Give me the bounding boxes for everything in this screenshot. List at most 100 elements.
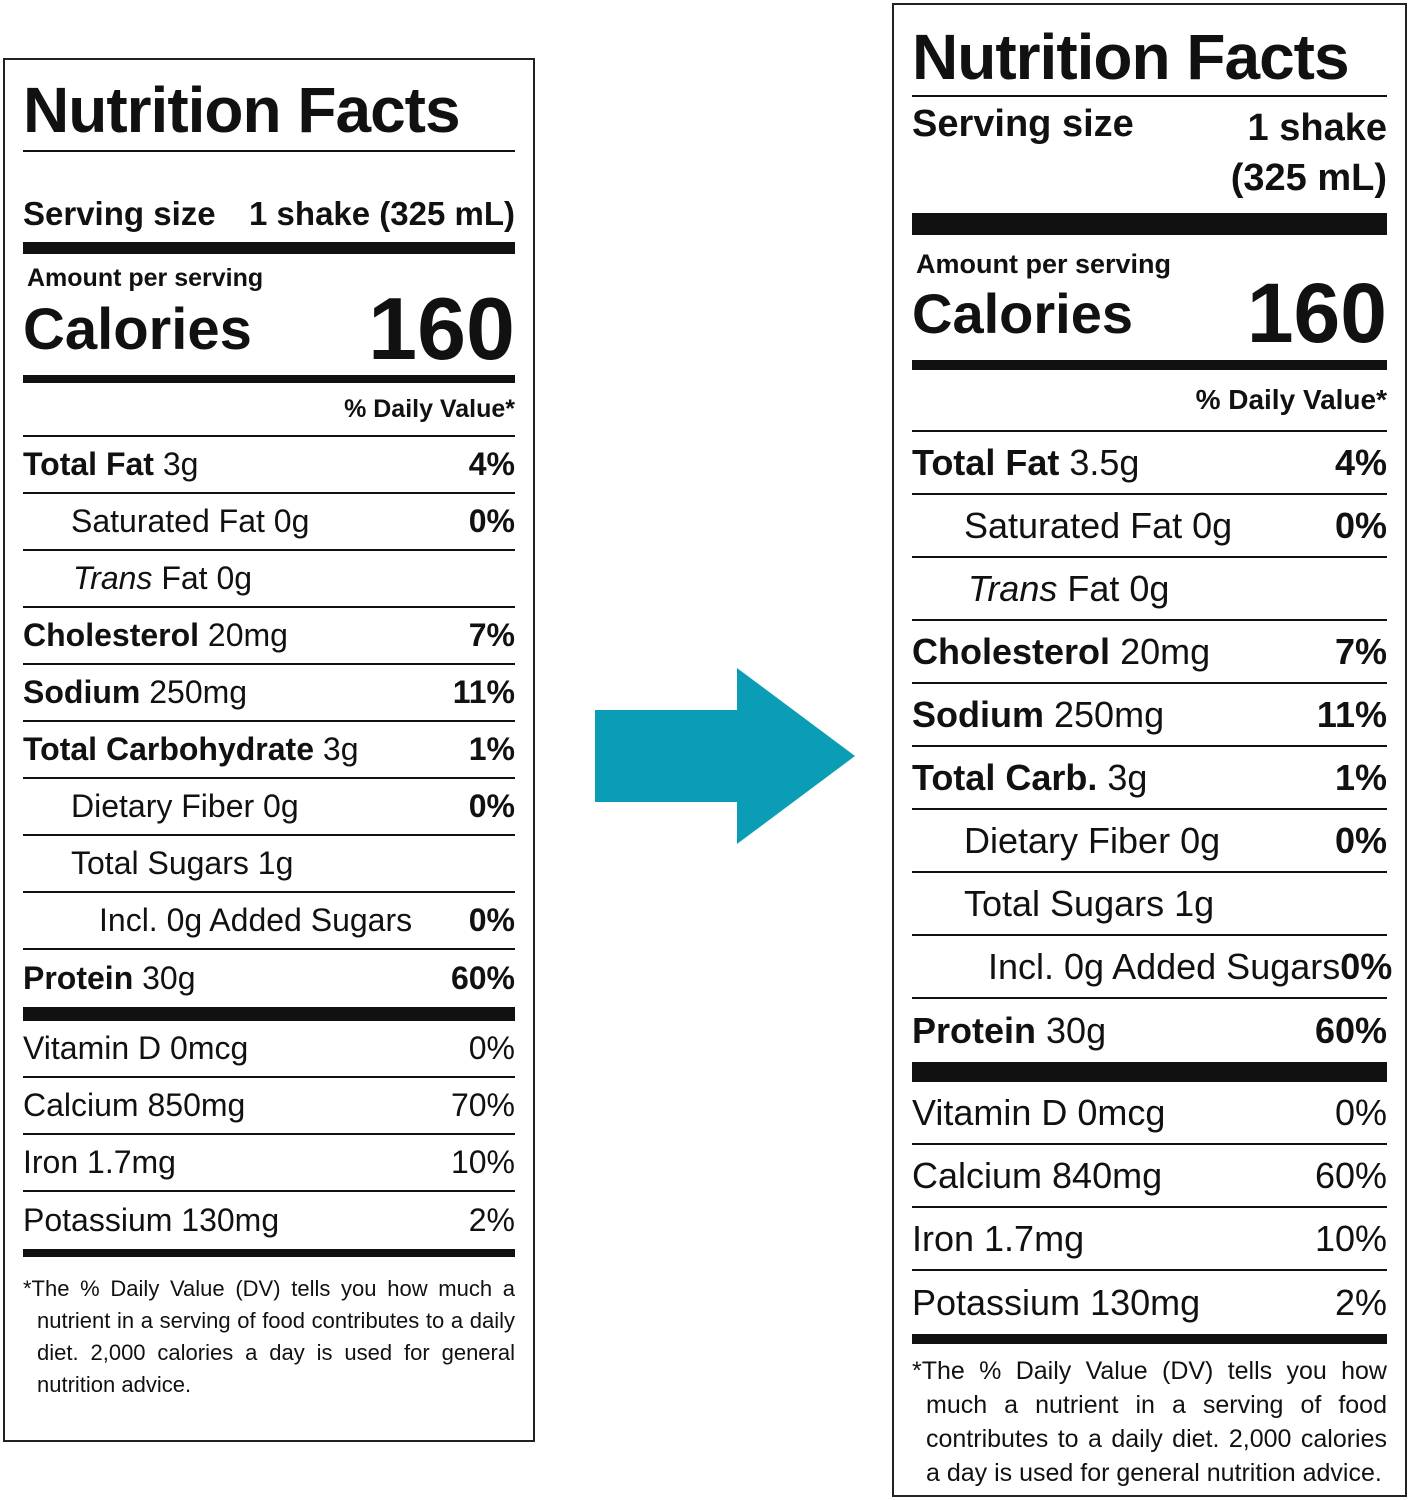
nutrient-amount: 1g: [1174, 882, 1215, 924]
vitamin-dv: 2%: [468, 1202, 515, 1238]
vitamin-dv: 10%: [1314, 1217, 1387, 1259]
nutrient-row: Total Carb. 3g 1%: [912, 747, 1387, 810]
vitamin-dv: 0%: [1334, 1091, 1387, 1133]
nutrient-label: Saturated Fat 0g: [23, 503, 309, 540]
vitamin-list: Vitamin D 0mcg 0% Calcium 840mg 60% Iron 1.7…: [912, 1082, 1387, 1334]
vitamin-name: Calcium 840mg: [912, 1154, 1163, 1196]
nutrient-row: Total Fat 3.5g 4%: [912, 432, 1387, 495]
vitamin-dv: 10%: [450, 1144, 515, 1180]
nutrient-dv: 0%: [468, 902, 515, 938]
nutrient-label: Total Fat 3g: [23, 446, 198, 483]
nutrient-label: Cholesterol 20mg: [23, 617, 288, 654]
nutrient-name: Protein: [912, 1009, 1037, 1051]
nutrient-name: Total Carbohydrate: [23, 731, 314, 767]
nutrient-row: Total Carbohydrate 3g 1%: [23, 722, 515, 779]
vitamin-row: Calcium 850mg 70%: [23, 1078, 515, 1135]
nutrient-label: Dietary Fiber 0g: [912, 820, 1220, 862]
vitamin-name: Vitamin D 0mcg: [23, 1030, 249, 1066]
nutrient-label: Total Sugars 1g: [912, 883, 1214, 925]
vitamin-dv: 0%: [468, 1030, 515, 1066]
nutrient-dv: 0%: [1340, 945, 1393, 987]
nutrient-dv: 7%: [468, 617, 515, 653]
calories-value: 160: [368, 279, 515, 378]
vitamin-name: Iron 1.7mg: [912, 1217, 1085, 1259]
nutrient-dv: 4%: [1334, 441, 1387, 483]
nutrient-amount: 3.5g: [1069, 441, 1140, 483]
nutrient-amount: 1g: [257, 845, 294, 881]
calories-row: Calories 160: [912, 266, 1387, 360]
vitamin-row: Iron 1.7mg 10%: [23, 1135, 515, 1192]
nutrient-label: Sodium 250mg: [23, 674, 247, 711]
nutrient-name: Dietary Fiber: [964, 819, 1171, 861]
nutrient-amount: 0g: [1192, 504, 1233, 546]
nutrient-name: Sodium: [23, 674, 141, 710]
nutrient-name: Protein: [23, 960, 134, 996]
nutrient-name: Total Sugars: [71, 845, 249, 881]
nutrient-dv: 0%: [468, 503, 515, 539]
nutrient-name: Trans: [73, 560, 153, 596]
nutrient-row: Dietary Fiber 0g 0%: [23, 779, 515, 836]
daily-value-header: % Daily Value*: [344, 394, 515, 423]
nutrient-row: Total Fat 3g 4%: [23, 437, 515, 494]
footnote: *The % Daily Value (DV) tells you how mu…: [912, 1357, 1387, 1487]
nutrient-amount: 20mg: [207, 617, 288, 653]
nutrient-row: Total Sugars 1g: [912, 873, 1387, 936]
vitamin-row: Calcium 840mg 60%: [912, 1145, 1387, 1208]
vitamin-dv: 70%: [450, 1087, 515, 1123]
footnote: *The % Daily Value (DV) tells you how mu…: [23, 1276, 515, 1397]
serving-size-value: 1 shake (325 mL): [1230, 107, 1387, 199]
nutrient-name: Total Fat: [23, 446, 154, 482]
nutrient-dv: 0%: [1334, 504, 1387, 546]
serving-size-label: Serving size: [23, 195, 216, 232]
calories-row: Calories 160: [23, 279, 515, 378]
label-title: Nutrition Facts: [23, 74, 461, 146]
nutrient-name: Trans: [968, 567, 1058, 609]
serving-size-label: Serving size: [912, 103, 1134, 145]
nutrient-name: Dietary Fiber: [71, 788, 255, 824]
nutrient-row: Cholesterol 20mg 7%: [912, 621, 1387, 684]
nutrient-name: Saturated Fat: [71, 503, 265, 539]
nutrient-name: Saturated Fat: [964, 504, 1183, 546]
vitamin-dv: 2%: [1334, 1281, 1387, 1323]
nutrient-list: Total Fat 3g 4% Saturated Fat 0g 0% Trans Fa…: [23, 437, 515, 1007]
vitamin-name: Potassium 130mg: [912, 1281, 1201, 1323]
right-arrow-icon: [595, 668, 855, 844]
nutrient-amount: 0g: [263, 788, 299, 824]
daily-value-header-row: % Daily Value*: [23, 383, 515, 437]
nutrient-amount: Fat 0g: [1067, 567, 1170, 609]
nutrient-row: Trans Fat 0g: [912, 558, 1387, 621]
nutrient-label: Protein 30g: [23, 960, 196, 997]
nutrient-row: Trans Fat 0g: [23, 551, 515, 608]
nutrient-label: Trans Fat 0g: [912, 568, 1169, 610]
nutrient-dv: 1%: [468, 731, 515, 767]
nutrient-name: Incl. 0g Added Sugars: [99, 902, 413, 938]
nutrient-dv: 7%: [1334, 630, 1387, 672]
nutrient-row: Sodium 250mg 11%: [912, 684, 1387, 747]
nutrient-dv: 60%: [450, 960, 515, 996]
calories-value: 160: [1246, 265, 1387, 360]
nutrient-label: Incl. 0g Added Sugars: [23, 902, 412, 939]
nutrient-amount: 20mg: [1120, 630, 1211, 672]
serving-size-row: Serving size 1 shake (325 mL): [912, 103, 1387, 203]
nutrient-amount: 30g: [1046, 1009, 1107, 1051]
nutrient-name: Cholesterol: [912, 630, 1111, 672]
nutrient-row: Incl. 0g Added Sugars 0%: [912, 936, 1392, 999]
nutrient-amount: 250mg: [149, 674, 248, 710]
nutrient-label: Total Carbohydrate 3g: [23, 731, 358, 768]
vitamin-row: Vitamin D 0mcg 0%: [912, 1082, 1387, 1145]
nutrient-row: Saturated Fat 0g 0%: [23, 494, 515, 551]
daily-value-header: % Daily Value*: [1195, 384, 1387, 415]
nutrient-amount: 0g: [1180, 819, 1221, 861]
nutrient-amount: 0g: [273, 503, 310, 539]
nutrient-row: Incl. 0g Added Sugars 0%: [23, 893, 515, 950]
nutrient-dv: 4%: [468, 446, 515, 482]
nutrient-dv: 0%: [1334, 819, 1387, 861]
new-nutrition-label: Nutrition Facts Serving size 1 shake (32…: [892, 3, 1407, 1497]
daily-value-header-row: % Daily Value*: [912, 370, 1387, 432]
nutrient-dv: 11%: [1316, 693, 1387, 735]
vitamin-name: Vitamin D 0mcg: [912, 1091, 1166, 1133]
nutrient-row: Saturated Fat 0g 0%: [912, 495, 1387, 558]
vitamin-dv: 60%: [1314, 1154, 1387, 1196]
vitamin-row: Vitamin D 0mcg 0%: [23, 1021, 515, 1078]
nutrient-amount: 3g: [322, 731, 359, 767]
